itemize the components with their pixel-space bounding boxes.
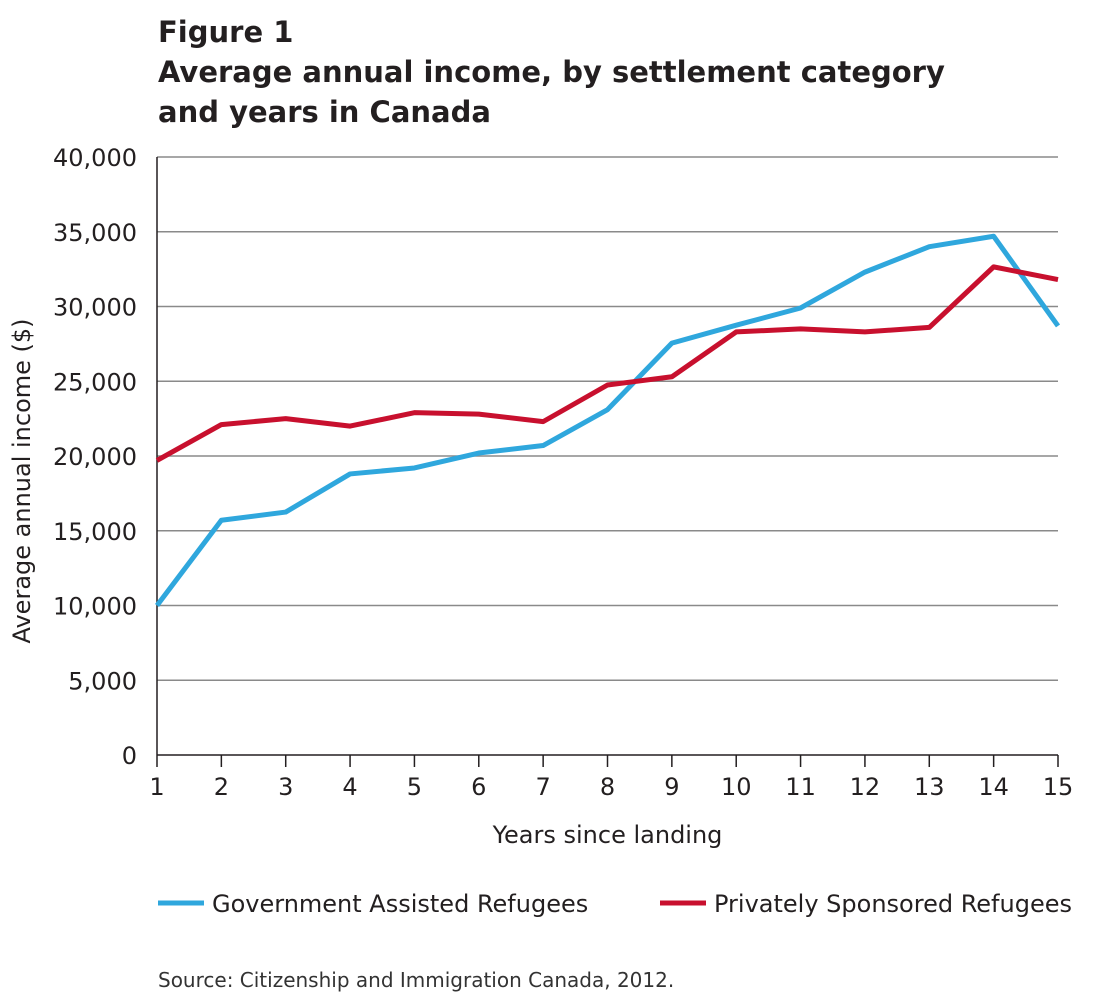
x-axis-label: Years since landing — [492, 821, 723, 849]
x-tick-label: 3 — [278, 773, 293, 801]
x-tick-label: 8 — [600, 773, 615, 801]
legend-label: Government Assisted Refugees — [212, 890, 588, 918]
series-line-psr — [155, 264, 1059, 463]
x-tick-label: 6 — [471, 773, 486, 801]
y-tick-label: 10,000 — [53, 593, 137, 621]
x-tick-label: 13 — [914, 773, 945, 801]
y-tick-label: 30,000 — [53, 294, 137, 322]
x-tick-label: 15 — [1043, 773, 1074, 801]
figure-label: Figure 1 — [158, 15, 294, 49]
series-line-gar — [155, 233, 1061, 608]
y-tick-label: 40,000 — [53, 144, 137, 172]
chart-title: Figure 1 Average annual income, by settl… — [158, 12, 945, 132]
y-tick-label: 20,000 — [53, 443, 137, 471]
y-tick-label: 35,000 — [53, 219, 137, 247]
x-tick-label: 1 — [149, 773, 164, 801]
line-chart: 0 5,000 10,000 15,000 20,000 25,000 30,000 35,0… — [8, 144, 1074, 918]
title-line-2: and years in Canada — [158, 95, 491, 129]
x-tick-label: 9 — [664, 773, 679, 801]
x-tick-label: 12 — [850, 773, 881, 801]
source-note: Source: Citizenship and Immigration Cana… — [158, 968, 675, 992]
x-tick-label: 5 — [407, 773, 422, 801]
y-tick-label: 15,000 — [53, 518, 137, 546]
x-tick-label: 2 — [214, 773, 229, 801]
legend-label: Privately Sponsored Refugees — [714, 890, 1072, 918]
x-tick-label: 14 — [978, 773, 1009, 801]
x-tick-label: 10 — [721, 773, 752, 801]
title-line-1: Average annual income, by settlement cat… — [158, 55, 945, 89]
x-tick-label: 7 — [536, 773, 551, 801]
x-tick-label: 11 — [785, 773, 816, 801]
x-tick-label: 4 — [342, 773, 357, 801]
y-tick-label: 25,000 — [53, 368, 137, 396]
y-axis-label: Average annual income ($) — [8, 318, 36, 643]
y-tick-label: 0 — [122, 742, 137, 770]
y-tick-label: 5,000 — [68, 667, 137, 695]
